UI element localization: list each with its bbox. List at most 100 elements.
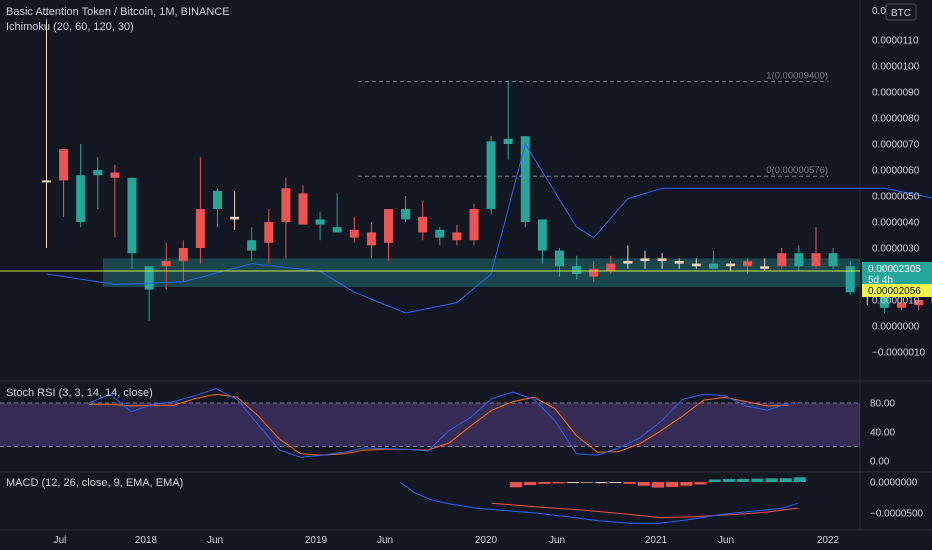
macd-legend[interactable]: MACD (12, 26, close, 9, EMA, EMA) [6,477,184,489]
stochrsi-band-fill [0,403,860,447]
time-tick-label: 2021 [645,535,668,546]
macd-histogram-bar [666,482,679,487]
macd-histogram-bar [609,482,622,483]
macd-pane[interactable] [399,477,806,524]
axes: 0.00001100.00001000.00000900.00000800.00… [54,3,932,546]
candle-body [572,266,582,274]
candle-body [811,253,821,267]
candle-body [264,222,274,243]
stochrsi-k-line [88,387,789,458]
price-tick-label: 0.0000090 [872,88,920,99]
candle-body [640,258,650,261]
candle-body [623,261,633,264]
macd-histogram-bar [637,482,650,486]
ichimoku-legend[interactable]: Ichimoku (20, 60, 120, 30) [6,21,134,33]
candle-body [520,136,530,222]
candle-body [726,263,735,267]
last-price-tag-value: 0.00002305 [868,264,921,275]
macd-histogram-bar [708,479,721,482]
candle-body [691,263,701,267]
candle-body [418,216,428,233]
candle-body [777,253,787,267]
candle-body [349,229,359,238]
candle-body [845,266,855,293]
candle-body [213,190,222,209]
macd-histogram-bar [538,482,551,484]
candle-body [879,294,889,308]
price-tick-label: −0.0000010 [872,348,926,359]
candle-body [332,227,342,233]
price-tick-label: 0.0000010 [872,296,920,307]
candle-body [537,219,547,251]
candle-body [486,141,496,209]
candle-body [366,232,376,246]
candle-body [298,193,308,225]
price-tick-label: 0.0000030 [872,244,920,255]
stochrsi-d-line [88,393,789,456]
time-tick-label: Jul [54,535,67,546]
macd-histogram-bar [723,478,735,482]
candle-body [657,258,667,261]
candle-body [794,253,804,267]
ichimoku-line [46,142,932,314]
macd-histogram-bar [779,478,792,482]
macd-histogram-bar [581,482,593,483]
macd-tick-label: 0.0000000 [870,478,918,489]
candle-body [708,263,718,269]
stochrsi-tick-label: 0.00 [870,457,890,468]
fibonacci-retracement[interactable]: 1(0.00009400)0.786(0.00007512)0.618(0.00… [358,0,828,177]
macd-histogram-bar [524,482,537,486]
price-tick-label: 0.0000040 [872,218,920,229]
macd-histogram-bar [737,478,750,482]
macd-histogram-bar [652,482,664,488]
candle-body [674,261,684,264]
candle-body [435,229,445,238]
candle-body [555,250,564,267]
candle-body [384,209,393,243]
candle-body [178,248,188,261]
time-tick-label: Jun [207,535,223,546]
candle-body [469,209,479,241]
candle-body [247,240,257,251]
candle-body [897,302,906,308]
stochrsi-legend[interactable]: Stoch RSI (3, 3, 14, 14, close) [6,387,153,399]
price-tick-label: 0.0 [872,6,886,17]
macd-line [399,481,798,524]
macd-tick-label: −0.0000500 [870,509,924,520]
price-tick-label: 0.0000000 [872,322,920,333]
macd-histogram-bar [566,482,579,484]
candle-body [401,209,411,220]
time-tick-label: 2018 [135,535,158,546]
candle-body [281,188,291,222]
candle-body [59,149,69,181]
stoch-rsi-pane[interactable] [0,387,860,458]
fib-level-label: 1(0.00009400) [766,71,828,82]
candle-body [110,172,120,178]
time-tick-label: Jun [549,535,565,546]
currency-badge [885,3,917,21]
candle-body [914,300,924,306]
candle-body [195,209,205,248]
fib-level-label: 0(0.00000576) [766,165,828,176]
currency-badge-label: BTC [891,8,911,19]
candlestick-series[interactable] [42,19,932,321]
macd-histogram-bar [510,482,522,488]
macd-histogram-bar [694,482,707,485]
candle-body [315,219,325,225]
time-tick-label: Jun [718,535,734,546]
price-tick-label: 0.0000100 [872,62,920,73]
macd-histogram-bar [623,482,636,484]
marker-price-tag [862,284,932,297]
stochrsi-tick-label: 80.00 [870,399,895,410]
candle-body [452,232,462,241]
last-price-tag [862,262,932,286]
price-tick-label: 0.0000060 [872,166,920,177]
stochrsi-tick-label: 40.00 [870,428,895,439]
countdown-tag: 5d 4h [868,275,893,286]
macd-histogram-bar [751,478,764,482]
candle-body [76,175,86,222]
candle-body [127,177,137,254]
price-tick-label: 0.0000080 [872,114,920,125]
candle-body [144,266,154,290]
